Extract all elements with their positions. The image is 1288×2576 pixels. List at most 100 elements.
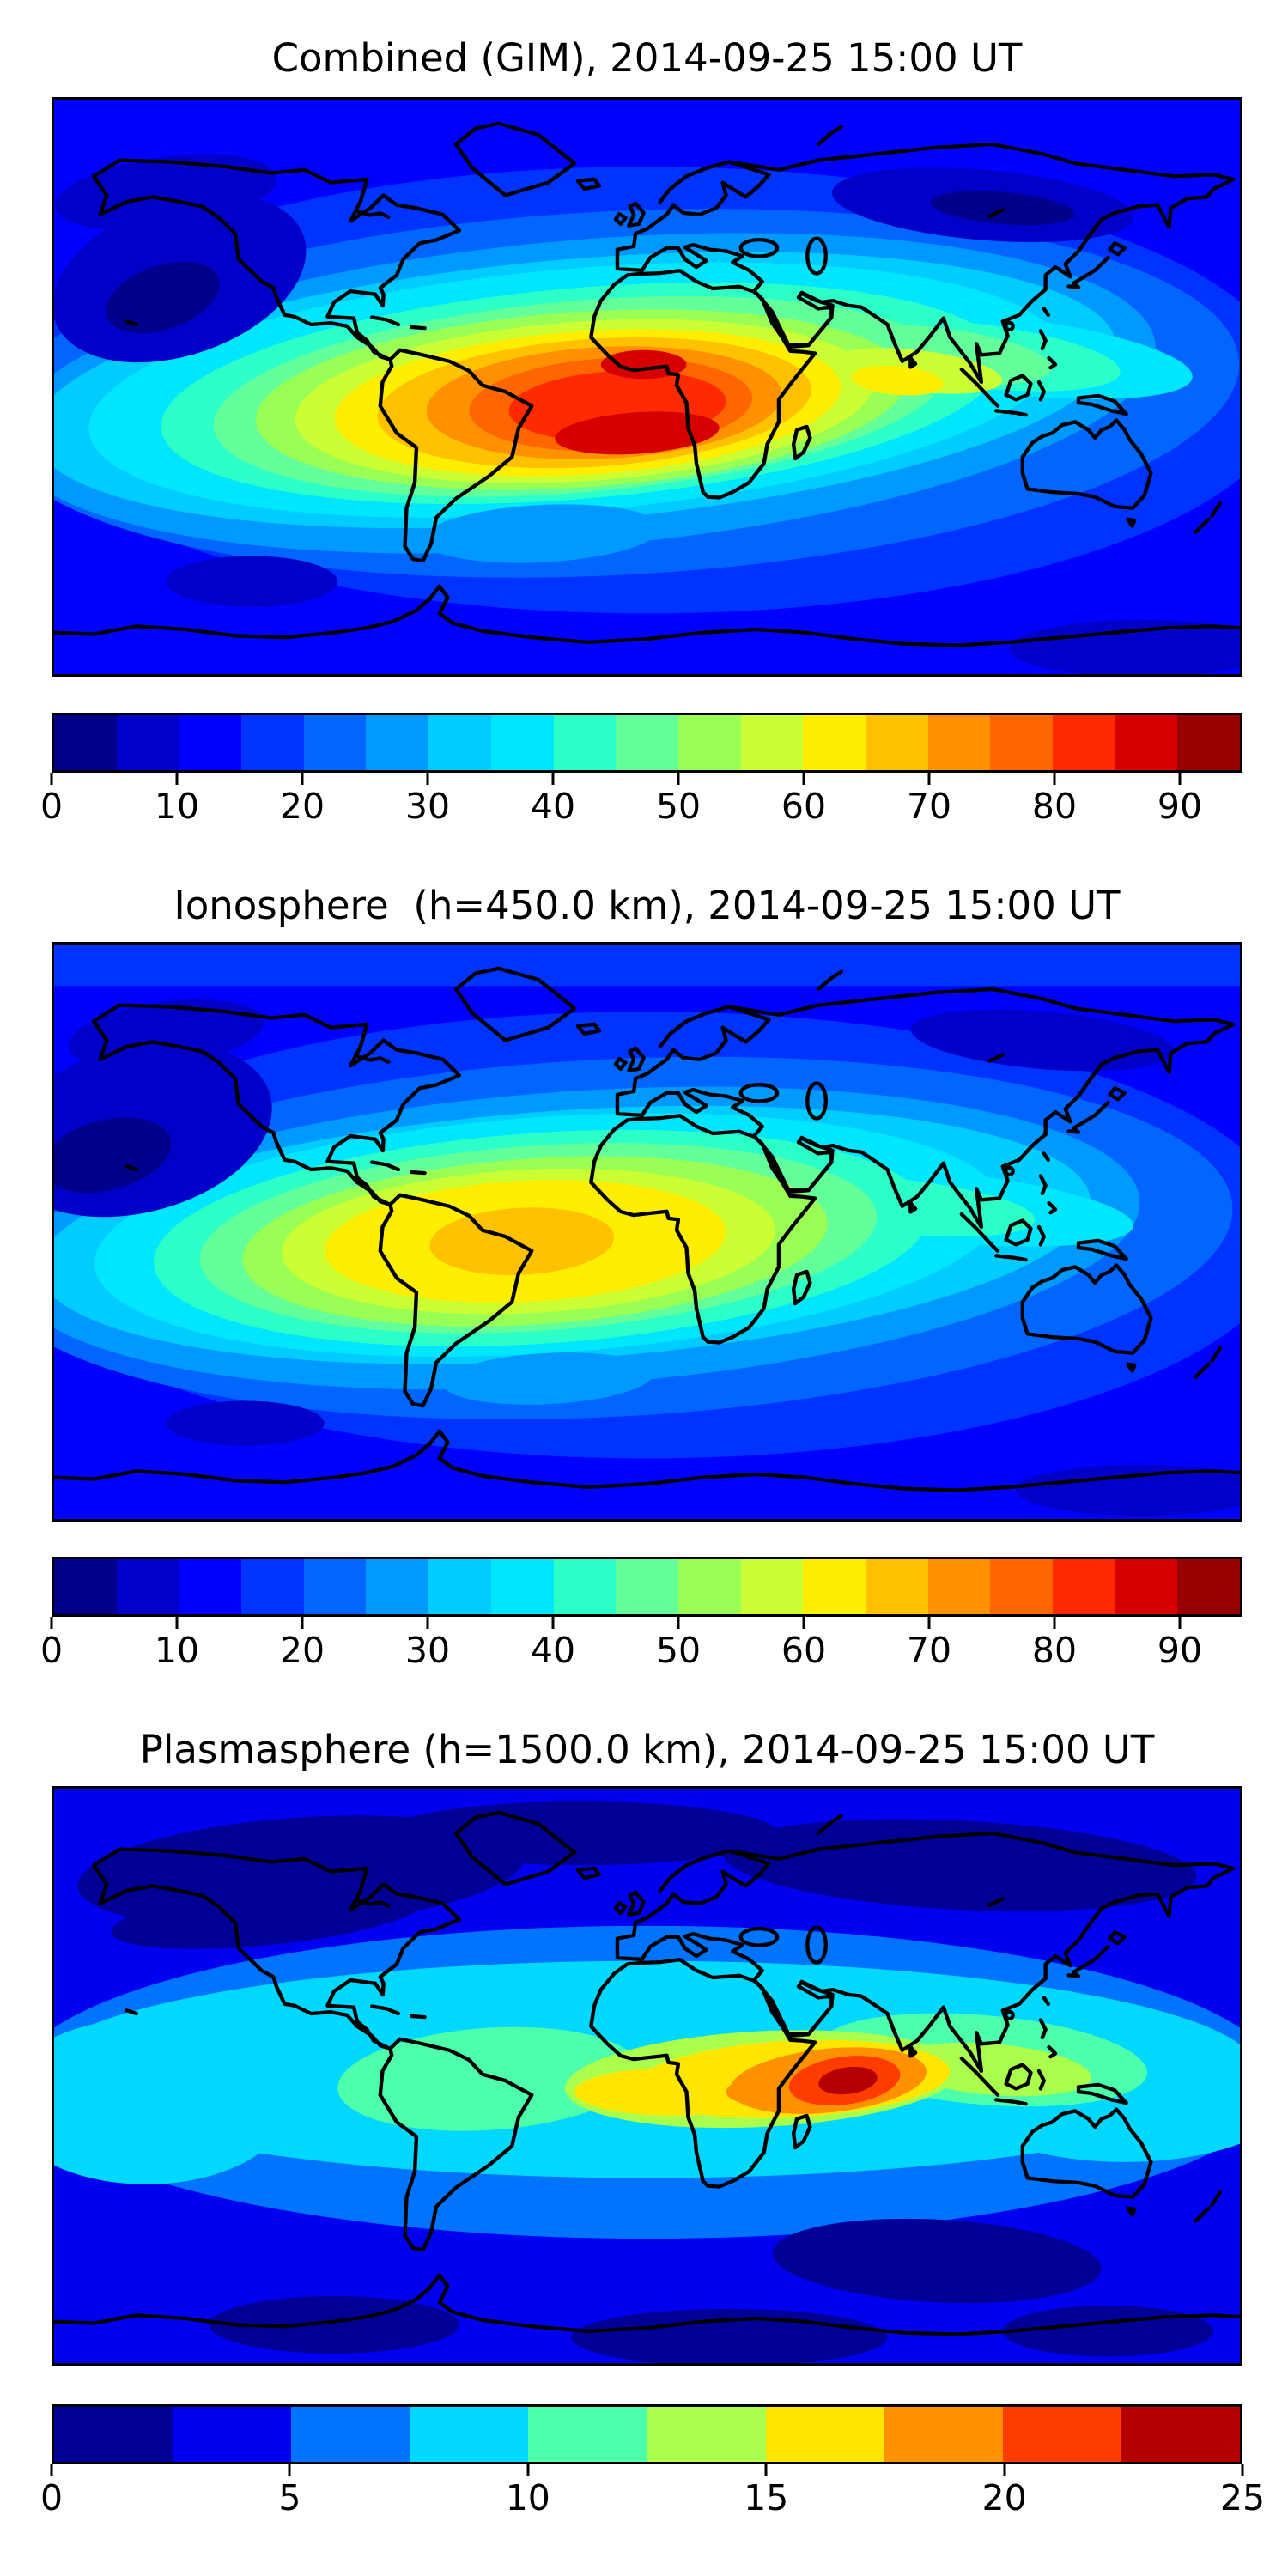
map-ionosphere bbox=[52, 942, 1242, 1522]
contour-bands bbox=[54, 945, 1240, 1519]
colorbar-segment bbox=[1177, 715, 1241, 770]
colorbar-segment bbox=[616, 715, 678, 770]
colorbar-segment bbox=[990, 715, 1053, 770]
colorbar-segment bbox=[366, 1559, 429, 1614]
colorbar-segment bbox=[865, 1559, 928, 1614]
colorbar-segment bbox=[927, 715, 991, 770]
tick-mark bbox=[288, 2464, 291, 2476]
tick-mark bbox=[1241, 2464, 1244, 2476]
colorbar-segment bbox=[490, 1559, 554, 1614]
colorbar-segment bbox=[803, 715, 866, 770]
map-combined-gim bbox=[52, 97, 1242, 677]
tick-mark bbox=[802, 773, 805, 785]
colorbar-combined bbox=[52, 713, 1242, 773]
colorbar-ticks-ionosphere: 0 10 20 30 40 50 60 70 80 90 bbox=[40, 1617, 1242, 1681]
tick-mark bbox=[1053, 1617, 1056, 1629]
tick-label: 90 bbox=[1157, 786, 1203, 827]
tick-mark bbox=[764, 2464, 768, 2476]
colorbar-segment bbox=[366, 715, 429, 770]
colorbar-segment bbox=[179, 715, 242, 770]
tick-mark bbox=[927, 1617, 931, 1629]
tick-label: 30 bbox=[404, 1630, 451, 1671]
colorbar-segment bbox=[1177, 1559, 1241, 1614]
tick-label: 0 bbox=[39, 786, 64, 827]
colorbar-segment bbox=[173, 2407, 292, 2462]
colorbar-segment bbox=[990, 1559, 1053, 1614]
tick-label: 10 bbox=[505, 2477, 550, 2518]
tick-mark bbox=[1003, 2464, 1006, 2476]
colorbar-segment bbox=[616, 1559, 678, 1614]
colorbar-ticks-combined: 0 10 20 30 40 50 60 70 80 90 bbox=[40, 773, 1242, 837]
tick-label: 70 bbox=[906, 786, 952, 827]
colorbar-segment bbox=[179, 1559, 242, 1614]
colorbar-segment bbox=[740, 1559, 804, 1614]
colorbar-segment bbox=[428, 1559, 491, 1614]
panel2-title: Ionosphere (h=450.0 km), 2014-09-25 15:0… bbox=[173, 883, 1121, 928]
tick-label: 10 bbox=[154, 786, 200, 827]
colorbar-segment bbox=[677, 715, 741, 770]
tick-mark bbox=[1178, 773, 1182, 785]
tick-mark bbox=[50, 773, 53, 785]
tick-mark bbox=[175, 1617, 179, 1629]
contour-bands bbox=[54, 1789, 1240, 2363]
colorbar-segment bbox=[241, 1559, 304, 1614]
colorbar-segment bbox=[740, 715, 804, 770]
tick-label: 50 bbox=[655, 786, 702, 827]
contour-bands bbox=[54, 100, 1240, 674]
tick-label: 80 bbox=[1031, 1630, 1078, 1671]
colorbar-segment bbox=[116, 715, 179, 770]
tick-label: 30 bbox=[404, 786, 451, 827]
tick-label: 40 bbox=[530, 786, 576, 827]
tick-mark bbox=[301, 773, 304, 785]
tick-label: 20 bbox=[279, 1630, 325, 1671]
map-plasmasphere bbox=[52, 1786, 1242, 2366]
colorbar-segment bbox=[927, 1559, 991, 1614]
tick-label: 0 bbox=[39, 2477, 64, 2518]
colorbar-segment bbox=[303, 1559, 367, 1614]
colorbar-ionosphere bbox=[52, 1557, 1242, 1617]
tick-mark bbox=[1053, 773, 1056, 785]
colorbar-segment bbox=[54, 2407, 173, 2462]
tick-label: 80 bbox=[1031, 786, 1078, 827]
tick-label: 20 bbox=[981, 2477, 1027, 2518]
hotspot-core bbox=[508, 349, 726, 455]
world-map-svg bbox=[54, 100, 1240, 674]
polar-minima bbox=[54, 999, 1240, 1516]
world-map-svg bbox=[54, 1789, 1240, 2363]
colorbar-segment bbox=[54, 715, 117, 770]
tick-label: 70 bbox=[906, 1630, 952, 1671]
tick-label: 5 bbox=[278, 2477, 301, 2518]
hotspot-core bbox=[324, 1180, 726, 1303]
tick-label: 10 bbox=[154, 1630, 200, 1671]
tick-mark bbox=[551, 1617, 555, 1629]
colorbar-segment bbox=[1002, 2407, 1121, 2462]
colorbar-segment bbox=[1121, 2407, 1240, 2462]
tick-mark bbox=[50, 2464, 53, 2476]
colorbar-segment bbox=[528, 2407, 647, 2462]
panel1-title: Combined (GIM), 2014-09-25 15:00 UT bbox=[271, 35, 1023, 81]
tick-mark bbox=[526, 2464, 530, 2476]
colorbar-segment bbox=[291, 2407, 410, 2462]
colorbar-segment bbox=[410, 2407, 529, 2462]
tick-label: 60 bbox=[781, 786, 827, 827]
tick-mark bbox=[927, 773, 931, 785]
hotspot-core bbox=[574, 2039, 951, 2118]
tick-label: 40 bbox=[530, 1630, 576, 1671]
colorbar-segment bbox=[553, 715, 617, 770]
tick-mark bbox=[802, 1617, 805, 1629]
colorbar-plasmasphere bbox=[52, 2404, 1242, 2464]
tick-mark bbox=[677, 773, 680, 785]
tick-label: 25 bbox=[1219, 2477, 1266, 2518]
tick-mark bbox=[426, 773, 429, 785]
world-map-svg bbox=[54, 945, 1240, 1519]
colorbar-segment bbox=[428, 715, 491, 770]
panel3-title: Plasmasphere (h=1500.0 km), 2014-09-25 1… bbox=[139, 1727, 1155, 1772]
tick-label: 0 bbox=[39, 1630, 64, 1671]
colorbar-segment bbox=[1115, 715, 1178, 770]
colorbar-segment bbox=[677, 1559, 741, 1614]
tick-mark bbox=[426, 1617, 429, 1629]
colorbar-segment bbox=[884, 2407, 1003, 2462]
tick-mark bbox=[677, 1617, 680, 1629]
tick-mark bbox=[301, 1617, 304, 1629]
